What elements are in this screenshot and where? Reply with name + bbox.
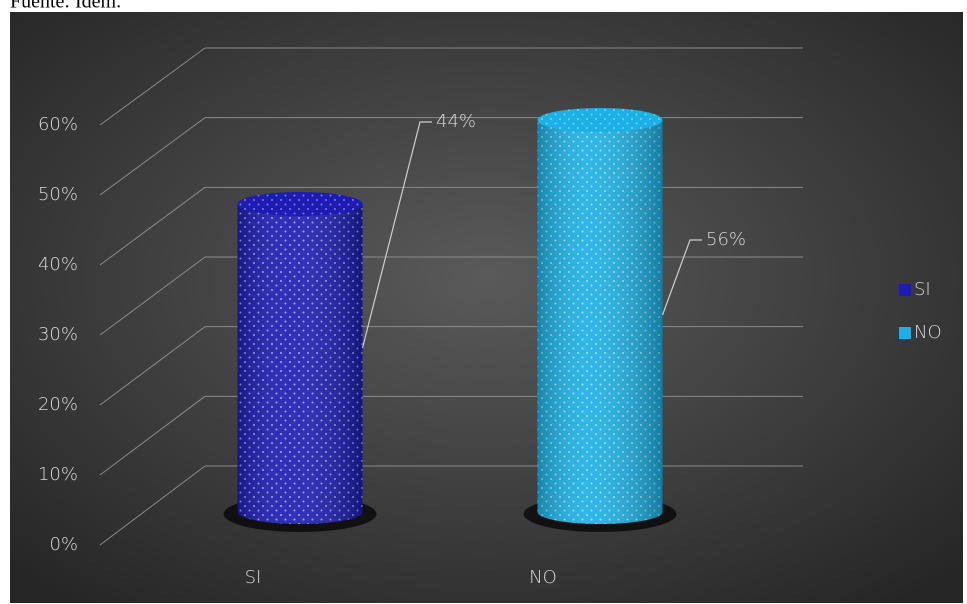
grid-diagonal xyxy=(99,186,206,266)
bar-top-texture xyxy=(537,108,663,132)
grid-diagonal xyxy=(99,117,206,196)
y-tick-label: 50% xyxy=(38,184,78,205)
y-tick-label: 0% xyxy=(49,534,78,555)
legend-swatch xyxy=(899,284,911,296)
x-tick-label: NO xyxy=(529,567,557,588)
source-note: Fuente: Ídem. xyxy=(10,0,121,13)
legend-label: NO xyxy=(914,322,942,343)
y-tick-label: 60% xyxy=(38,114,78,135)
grid-diagonal xyxy=(99,256,206,336)
legend-swatch xyxy=(899,327,911,339)
y-tick-label: 40% xyxy=(38,254,78,275)
x-tick-label: SI xyxy=(245,567,262,588)
label-leader xyxy=(661,239,702,316)
data-label: 56% xyxy=(706,229,746,250)
bar-shade xyxy=(537,120,663,524)
plot-background xyxy=(10,12,963,603)
grid-diagonal xyxy=(99,395,206,476)
data-label: 44% xyxy=(436,111,476,132)
y-tick-label: 20% xyxy=(38,394,78,415)
y-tick-label: 30% xyxy=(38,324,78,345)
y-tick-label: 10% xyxy=(38,464,78,485)
bar-top-texture xyxy=(237,192,363,216)
legend-label: SI xyxy=(914,279,931,300)
grid-diagonal xyxy=(99,465,206,546)
grid-diagonal xyxy=(99,326,206,406)
grid-diagonal xyxy=(99,47,206,126)
bar-shade xyxy=(237,204,363,524)
label-leader xyxy=(361,121,432,349)
